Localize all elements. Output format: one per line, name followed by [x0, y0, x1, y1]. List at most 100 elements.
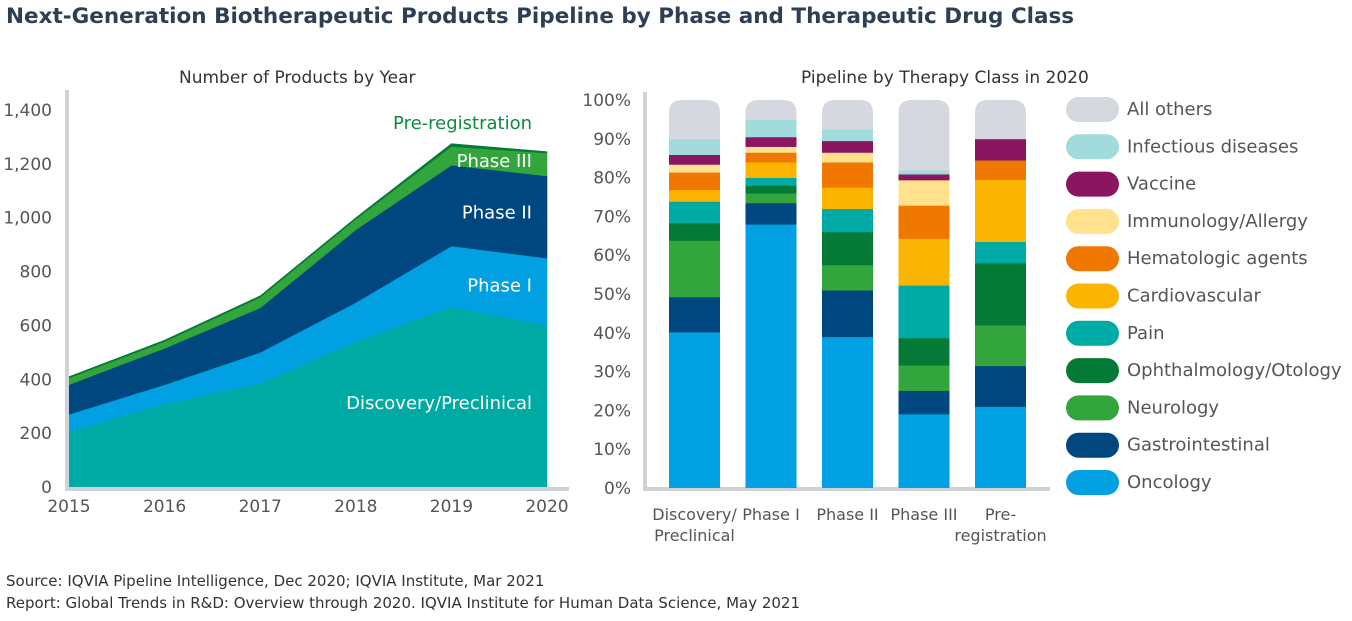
bar-segment-pain: [898, 285, 950, 339]
legend-label: Oncology: [1127, 472, 1212, 493]
bar-segment-ophthalmology-otology: [669, 222, 720, 241]
bar-segment-all-others: [669, 100, 720, 140]
area-xtick-label: 2015: [47, 497, 90, 517]
bar-ytick-label: 20%: [593, 401, 631, 421]
area-ytick-label: 800: [20, 263, 52, 283]
area-xtick-label: 2019: [430, 497, 473, 517]
bar-segment-cardiovascular: [745, 162, 797, 178]
legend-label: Neurology: [1127, 397, 1219, 418]
bar-stack: [745, 100, 797, 488]
legend-swatch: [1066, 246, 1119, 272]
bar-segment-hematologic-agents: [669, 172, 720, 191]
bar-segment-vaccine: [898, 174, 950, 181]
bar-category-label: Phase I: [742, 505, 800, 524]
bar-segment-vaccine: [669, 154, 720, 165]
bar-segment-gastrointestinal: [975, 365, 1026, 407]
bar-segment-gastrointestinal: [898, 390, 950, 415]
bar-segment-cardiovascular: [975, 179, 1026, 243]
legend-swatch: [1066, 395, 1119, 421]
area-ytick-label: 200: [20, 424, 52, 444]
bar-category-label: Pre-: [985, 505, 1016, 524]
legend-label: Gastrointestinal: [1127, 435, 1270, 456]
bar-segment-all-others: [822, 100, 873, 130]
bar-segment-pain: [669, 201, 720, 224]
legend-label: Pain: [1127, 323, 1165, 344]
bar-segment-immunology-allergy: [898, 179, 950, 206]
area-chart-title: Number of Products by Year: [179, 68, 416, 88]
legend-label: Vaccine: [1127, 174, 1196, 195]
bar-segment-hematologic-agents: [822, 162, 873, 188]
area-series-label: Pre-registration: [393, 113, 532, 134]
bar-segment-all-others: [745, 100, 797, 120]
area-ytick-label: 400: [20, 370, 52, 390]
bar-segment-infectious-diseases: [745, 119, 797, 138]
bar-segment-cardiovascular: [822, 187, 873, 210]
bar-segment-pain: [745, 177, 797, 186]
legend-swatch: [1066, 97, 1119, 122]
bar-segment-infectious-diseases: [822, 129, 873, 142]
bar-stack: [975, 100, 1026, 488]
bar-segment-hematologic-agents: [975, 160, 1026, 180]
bar-segment-gastrointestinal: [745, 202, 797, 225]
bar-segment-ophthalmology-otology: [898, 337, 950, 366]
bar-chart: 0% 10% 20% 30% 40% 50% 60% 70% 80% 90% 100% Discove…: [582, 91, 1342, 545]
bar-segment-immunology-allergy: [745, 146, 797, 153]
area-xtick-label: 2020: [525, 497, 568, 517]
bar-segment-vaccine: [822, 140, 873, 153]
bar-segment-hematologic-agents: [898, 205, 950, 239]
legend-swatch: [1066, 358, 1119, 384]
bar-segment-ophthalmology-otology: [822, 231, 873, 266]
bar-segment-neurology: [822, 264, 873, 291]
bar-ytick-label: 90%: [593, 130, 631, 150]
bar-segment-ophthalmology-otology: [975, 262, 1026, 326]
bar-segment-oncology: [745, 224, 797, 488]
area-ytick-label: 600: [20, 316, 52, 336]
bar-segment-all-others: [898, 100, 950, 171]
bar-segment-oncology: [898, 413, 950, 488]
bar-axes: [643, 92, 1050, 491]
legend-swatch: [1066, 320, 1119, 346]
bar-ytick-label: 40%: [593, 324, 631, 344]
bar-segment-neurology: [745, 193, 797, 204]
bar-segment-all-others: [975, 100, 1026, 140]
legend-label: Infectious diseases: [1127, 136, 1298, 157]
report-note: Report: Global Trends in R&D: Overview t…: [6, 594, 801, 612]
legend-swatch: [1066, 171, 1119, 197]
bar-ytick-label: 50%: [593, 285, 631, 305]
bar-ytick-label: 70%: [593, 207, 631, 227]
bar-segment-immunology-allergy: [669, 164, 720, 173]
bar-ytick-label: 60%: [593, 246, 631, 266]
bar-ytick-label: 10%: [593, 440, 631, 460]
bar-segment-immunology-allergy: [822, 152, 873, 163]
legend-label: All others: [1127, 99, 1212, 120]
area-series-label: Phase I: [467, 276, 532, 297]
bar-segment-neurology: [975, 325, 1026, 367]
legend-label: Cardiovascular: [1127, 286, 1262, 307]
bar-segment-oncology: [975, 406, 1026, 488]
bar-category-label: registration: [954, 526, 1046, 545]
area-ytick-label: 1,200: [3, 155, 52, 175]
legend-label: Immunology/Allergy: [1127, 211, 1308, 232]
area-xtick-label: 2017: [239, 497, 282, 517]
source-note: Source: IQVIA Pipeline Intelligence, Dec…: [6, 572, 545, 590]
bar-category-label: Preclinical: [654, 526, 735, 545]
area-xtick-label: 2016: [143, 497, 186, 517]
area-series-pre-registration: [68, 143, 548, 379]
bar-category-label: Phase II: [816, 505, 878, 524]
area-ytick-label: 0: [41, 478, 52, 498]
bar-segment-oncology: [669, 332, 720, 488]
bar-segment-ophthalmology-otology: [745, 185, 797, 194]
bar-segment-infectious-diseases: [669, 138, 720, 155]
legend-swatch: [1066, 208, 1119, 234]
legend-label: Hematologic agents: [1127, 248, 1308, 269]
bar-segment-pain: [822, 208, 873, 233]
bar-segment-cardiovascular: [669, 189, 720, 202]
bar-ytick-label: 100%: [582, 91, 631, 111]
legend-label: Ophthalmology/Otology: [1127, 360, 1342, 381]
bar-stack: [669, 100, 720, 488]
bar-ytick-label: 30%: [593, 363, 631, 383]
area-chart: 0 200 400 600 800 1,000 1,200 1,400 2015 2016 2017…: [3, 90, 569, 517]
bar-segment-vaccine: [745, 136, 797, 147]
bar-segment-oncology: [822, 336, 873, 488]
bar-segment-infectious-diseases: [898, 170, 950, 175]
